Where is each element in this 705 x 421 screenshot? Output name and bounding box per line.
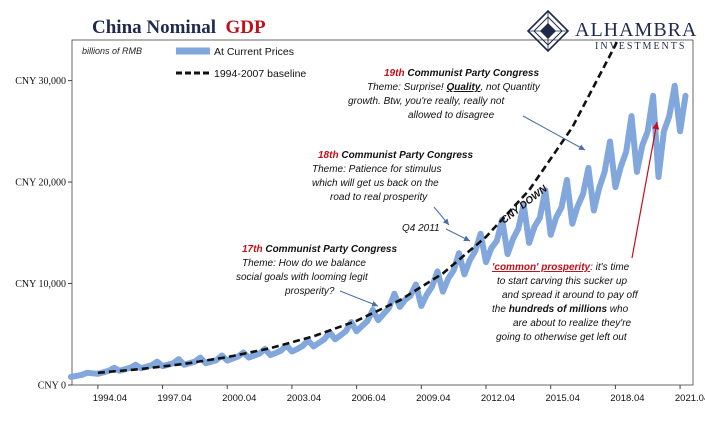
logo-name: ALHAMBRA xyxy=(575,19,697,41)
title-part2: GDP xyxy=(226,17,267,38)
ann-cp-line6: going to otherwise get left out xyxy=(496,332,628,343)
x-tick-label: 2000.04 xyxy=(222,393,256,404)
ann-18th-title: 18th Communist Party Congress xyxy=(318,150,473,161)
chart-title: China Nominal GDP xyxy=(92,17,266,38)
x-tick-label: 2009.04 xyxy=(416,393,450,404)
ann-cp-line2: to start carving this sucker up xyxy=(497,276,627,287)
ann-q4-2011: Q4 2011 xyxy=(402,223,440,234)
ann-17th-line3: prosperity? xyxy=(284,286,335,297)
annotation-18th-congress: 18th Communist Party Congress Theme: Pat… xyxy=(312,150,473,203)
arrow-q4 xyxy=(445,228,471,242)
y-tick-label: CNY 0 xyxy=(38,381,66,392)
alhambra-logo: ALHAMBRA INVESTMENTS xyxy=(526,9,697,53)
legend-label-current: At Current Prices xyxy=(214,46,294,58)
y-axis: CNY 0 CNY 10,000 CNY 20,000 CNY 30,000 xyxy=(15,76,72,392)
ann-19th-line3: allowed to disagree xyxy=(408,110,495,121)
ann-18th-line2: which will get us back on the xyxy=(312,178,439,189)
x-tick-label: 1997.04 xyxy=(157,393,191,404)
y-tick-label: CNY 20,000 xyxy=(15,178,66,189)
annotation-19th-congress: 19th Communist Party Congress Theme: Sur… xyxy=(348,68,541,121)
x-tick-label: 2003.04 xyxy=(287,393,321,404)
x-tick-label: 2012.04 xyxy=(481,393,515,404)
ann-17th-line1: Theme: How do we balance xyxy=(242,258,366,269)
ann-17th-title: 17th Communist Party Congress xyxy=(242,244,397,255)
ann-17th-line2: social goals with looming legit xyxy=(236,272,369,283)
plot-frame xyxy=(71,39,694,386)
arrow-19th xyxy=(522,115,586,151)
units-label: billions of RMB xyxy=(82,46,142,56)
x-tick-label: 1994.04 xyxy=(93,393,127,404)
diamond-logo-icon xyxy=(526,9,570,53)
ann-cp-line4: the hundreds of millions who xyxy=(492,304,629,315)
annotation-17th-congress: 17th Communist Party Congress Theme: How… xyxy=(236,244,397,297)
x-tick-label: 2015.04 xyxy=(546,393,580,404)
ann-19th-title: 19th Communist Party Congress xyxy=(384,68,539,79)
ann-19th-line2: growth. Btw, you're really, really not xyxy=(348,96,505,107)
series-baseline xyxy=(97,39,619,375)
logo-sub: INVESTMENTS xyxy=(595,41,686,52)
x-tick-label: 2006.04 xyxy=(351,393,385,404)
annotation-common-prosperity: 'common' prosperity: it's time to start … xyxy=(492,262,639,343)
current-points xyxy=(70,85,686,377)
ann-19th-line1: Theme: Surprise! Quality, not Quantity xyxy=(367,82,541,93)
arrow-common-prosperity xyxy=(631,121,660,259)
ann-cp-line3: and spread it around to pay off xyxy=(502,290,639,301)
ann-cp-line5: are about to realize they're xyxy=(513,318,632,329)
legend: At Current Prices 1994-2007 baseline xyxy=(176,46,306,80)
title-part1: China Nominal xyxy=(92,17,216,38)
x-tick-label: 2021.04 xyxy=(675,393,705,404)
arrow-18th xyxy=(433,206,450,226)
y-tick-label: CNY 30,000 xyxy=(15,76,66,87)
ann-18th-line1: Theme: Patience for stimulus xyxy=(312,164,442,175)
x-tick-label: 2018.04 xyxy=(610,393,644,404)
ann-18th-line3: road to real prosperity xyxy=(330,192,428,203)
y-tick-label: CNY 10,000 xyxy=(15,279,66,290)
arrow-17th xyxy=(339,290,379,307)
series-current-prices xyxy=(67,82,689,380)
ann-cp-line1: 'common' prosperity: it's time xyxy=(492,262,630,273)
x-axis: 1994.04 1997.04 2000.04 2003.04 2006.04 2009.… xyxy=(93,385,705,404)
legend-label-baseline: 1994-2007 baseline xyxy=(214,68,306,80)
